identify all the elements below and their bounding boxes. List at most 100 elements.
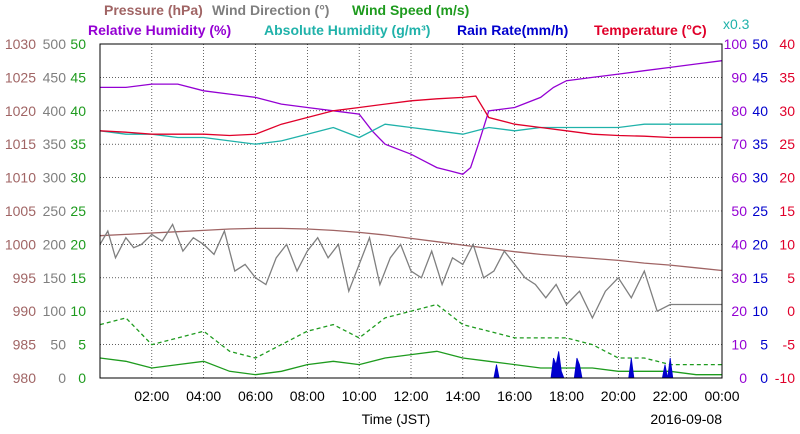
y-tick-rain: 45 xyxy=(752,69,768,85)
y-tick-wind-direction: 400 xyxy=(43,103,67,119)
x-tick-label: 08:00 xyxy=(290,388,325,404)
x-tick-label: 20:00 xyxy=(601,388,636,404)
y-tick-temperature: 40 xyxy=(779,36,795,52)
legend-item: Rain Rate(mm/h) xyxy=(457,22,568,38)
y-tick-rain: 30 xyxy=(752,170,768,186)
y-tick-humidity: 60 xyxy=(731,170,747,186)
y-tick-temperature: -10 xyxy=(775,370,795,386)
x-tick-label: 16:00 xyxy=(497,388,532,404)
x-tick-label: 22:00 xyxy=(653,388,688,404)
y-tick-wind-direction: 250 xyxy=(43,203,67,219)
y-tick-rain: 15 xyxy=(752,270,768,286)
y-tick-humidity: 70 xyxy=(731,136,747,152)
axis-ticks: 9809859909951000100510101015102010251030… xyxy=(5,36,795,404)
y-tick-wind-direction: 200 xyxy=(43,236,67,252)
x-tick-label: 14:00 xyxy=(445,388,480,404)
y-tick-wind-direction: 50 xyxy=(50,337,66,353)
y-tick-wind-speed: 50 xyxy=(70,36,86,52)
y-tick-wind-speed: 20 xyxy=(70,236,86,252)
y-tick-rain: 25 xyxy=(752,203,768,219)
y-tick-wind-direction: 0 xyxy=(58,370,66,386)
y-tick-pressure: 1020 xyxy=(5,103,36,119)
x-tick-label: 02:00 xyxy=(134,388,169,404)
series-wind_speed xyxy=(99,350,722,376)
y-tick-wind-speed: 25 xyxy=(70,203,86,219)
y-tick-rain: 50 xyxy=(752,36,768,52)
y-tick-wind-direction: 450 xyxy=(43,69,67,85)
legend-item: Pressure (hPa) xyxy=(104,2,203,18)
y-tick-temperature: 5 xyxy=(787,270,795,286)
y-tick-humidity: 50 xyxy=(731,203,747,219)
x-tick-label: 00:00 xyxy=(704,388,739,404)
legend-item: Temperature (°C) xyxy=(594,22,707,38)
y-tick-temperature: 35 xyxy=(779,69,795,85)
y-tick-wind-speed: 5 xyxy=(78,337,86,353)
y-tick-rain: 20 xyxy=(752,236,768,252)
date-label: 2016-09-08 xyxy=(650,411,722,427)
y-tick-temperature: 20 xyxy=(779,170,795,186)
y-tick-humidity: 0 xyxy=(739,370,747,386)
y-tick-pressure: 985 xyxy=(13,337,37,353)
y-tick-temperature: 25 xyxy=(779,136,795,152)
y-tick-wind-direction: 100 xyxy=(43,303,67,319)
y-tick-wind-speed: 45 xyxy=(70,69,86,85)
plot-frame xyxy=(99,43,723,379)
legend-item: Wind Direction (°) xyxy=(212,2,329,18)
y-tick-pressure: 1025 xyxy=(5,69,36,85)
x-tick-label: 06:00 xyxy=(238,388,273,404)
x-axis-label: Time (JST) xyxy=(362,411,431,427)
y-tick-pressure: 980 xyxy=(13,370,37,386)
y-tick-wind-speed: 0 xyxy=(78,370,86,386)
y-tick-humidity: 10 xyxy=(731,337,747,353)
abs-humidity-scale-note: x0.3 xyxy=(723,16,750,32)
y-tick-temperature: 30 xyxy=(779,103,795,119)
x-tick-label: 12:00 xyxy=(393,388,428,404)
y-tick-pressure: 1015 xyxy=(5,136,36,152)
y-tick-humidity: 30 xyxy=(731,270,747,286)
x-tick-label: 04:00 xyxy=(186,388,221,404)
y-tick-wind-direction: 500 xyxy=(43,36,67,52)
legend-item: Absolute Humidity (g/m³) xyxy=(264,22,430,38)
y-tick-rain: 10 xyxy=(752,303,768,319)
y-tick-pressure: 995 xyxy=(13,270,37,286)
legend-item: Relative Humidity (%) xyxy=(88,22,231,38)
x-tick-label: 18:00 xyxy=(549,388,584,404)
series-pressure xyxy=(99,227,723,272)
y-tick-rain: 0 xyxy=(760,370,768,386)
y-tick-wind-direction: 300 xyxy=(43,170,67,186)
y-tick-temperature: 10 xyxy=(779,236,795,252)
y-tick-rain: 35 xyxy=(752,136,768,152)
y-tick-wind-direction: 350 xyxy=(43,136,67,152)
y-tick-wind-speed: 35 xyxy=(70,136,86,152)
y-tick-humidity: 90 xyxy=(731,69,747,85)
y-tick-wind-speed: 40 xyxy=(70,103,86,119)
y-tick-humidity: 20 xyxy=(731,303,747,319)
series-humidity xyxy=(100,60,723,176)
y-tick-wind-speed: 15 xyxy=(70,270,86,286)
y-tick-wind-speed: 30 xyxy=(70,170,86,186)
y-tick-pressure: 1010 xyxy=(5,170,36,186)
y-tick-pressure: 1000 xyxy=(5,236,36,252)
chart-series xyxy=(99,60,723,379)
y-tick-humidity: 80 xyxy=(731,103,747,119)
legend-item: Wind Speed (m/s) xyxy=(352,2,469,18)
series-rain-rate xyxy=(100,351,722,379)
series-temperature xyxy=(99,95,722,139)
y-tick-temperature: -5 xyxy=(783,337,796,353)
y-tick-humidity: 40 xyxy=(731,236,747,252)
series-wind_speed-gust xyxy=(99,303,722,366)
x-tick-label: 10:00 xyxy=(342,388,377,404)
chart-grid xyxy=(100,44,722,378)
y-tick-pressure: 1005 xyxy=(5,203,36,219)
y-tick-wind-speed: 10 xyxy=(70,303,86,319)
y-tick-temperature: 15 xyxy=(779,203,795,219)
y-tick-temperature: 0 xyxy=(787,303,795,319)
series-abs_humidity xyxy=(99,123,722,145)
series-wind_direction xyxy=(99,222,722,320)
y-tick-rain: 5 xyxy=(760,337,768,353)
chart-legend: Pressure (hPa) Wind Direction (°) Wind Spe… xyxy=(88,2,750,38)
y-tick-pressure: 990 xyxy=(13,303,37,319)
y-tick-wind-direction: 150 xyxy=(43,270,67,286)
y-tick-humidity: 100 xyxy=(724,36,748,52)
